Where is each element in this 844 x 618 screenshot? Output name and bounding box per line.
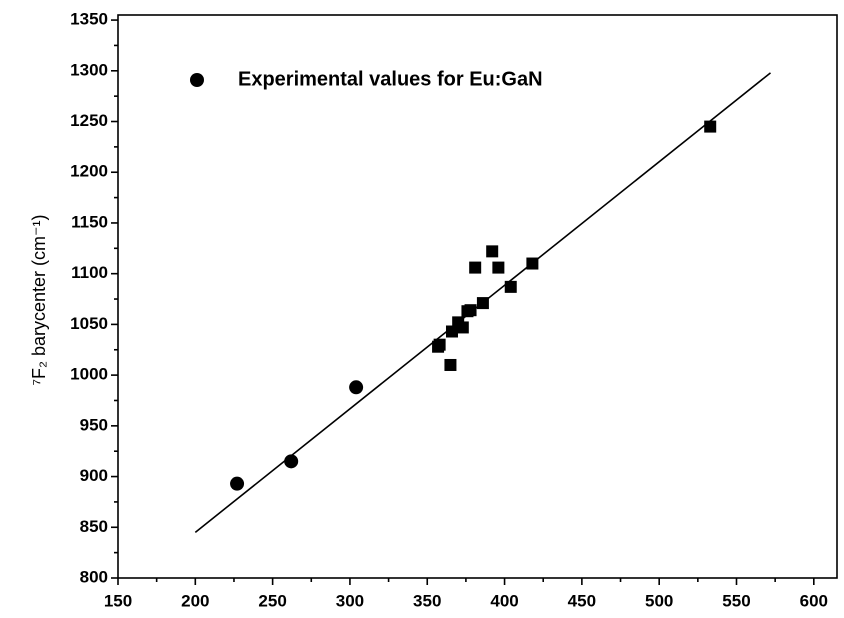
point bbox=[433, 338, 446, 351]
point bbox=[464, 304, 477, 317]
y-tick-label: 1350 bbox=[70, 10, 108, 29]
x-tick-label: 300 bbox=[336, 591, 364, 610]
y-tick-label: 800 bbox=[80, 567, 108, 586]
x-tick-label: 450 bbox=[568, 591, 596, 610]
point bbox=[349, 380, 364, 395]
x-tick-label: 250 bbox=[258, 591, 286, 610]
x-tick-label: 550 bbox=[722, 591, 750, 610]
point bbox=[486, 245, 499, 258]
x-tick-label: 400 bbox=[490, 591, 518, 610]
point bbox=[445, 325, 458, 338]
point bbox=[456, 321, 469, 334]
point bbox=[444, 358, 457, 371]
x-tick-label: 150 bbox=[104, 591, 132, 610]
y-tick-label: 1250 bbox=[70, 111, 108, 130]
x-tick-label: 500 bbox=[645, 591, 673, 610]
point bbox=[504, 280, 517, 293]
y-tick-label: 1050 bbox=[70, 314, 108, 333]
point bbox=[469, 261, 482, 274]
y-axis-label: ⁷F₂ barycenter (cm⁻¹) bbox=[29, 214, 49, 385]
y-tick-label: 1150 bbox=[71, 212, 108, 231]
y-tick-label: 950 bbox=[80, 415, 108, 434]
legend-label: Experimental values for Eu:GaN bbox=[238, 68, 543, 90]
point bbox=[492, 261, 505, 274]
x-tick-label: 200 bbox=[181, 591, 209, 610]
y-tick-label: 1000 bbox=[70, 365, 108, 384]
fit-line bbox=[194, 72, 772, 533]
y-tick-label: 900 bbox=[80, 466, 108, 485]
y-tick-label: 1300 bbox=[70, 60, 108, 79]
point bbox=[704, 120, 717, 133]
x-tick-label: 600 bbox=[800, 591, 828, 610]
y-tick-label: 1200 bbox=[70, 162, 108, 181]
point bbox=[230, 476, 245, 491]
legend-marker bbox=[190, 73, 204, 87]
y-tick-label: 1100 bbox=[71, 263, 108, 282]
plot-frame bbox=[117, 14, 838, 579]
x-tick-label: 350 bbox=[413, 591, 441, 610]
y-tick-label: 850 bbox=[80, 517, 108, 536]
